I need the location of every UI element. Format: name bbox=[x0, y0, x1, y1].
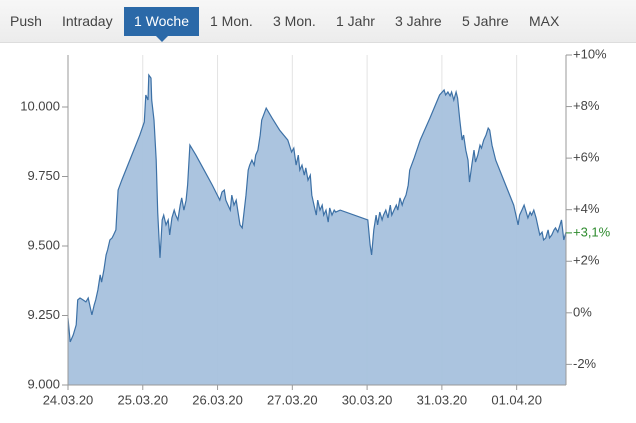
x-tick-label: 01.04.20 bbox=[491, 392, 542, 407]
y-tick-label: 9.250 bbox=[27, 307, 60, 322]
current-change-label: +3,1% bbox=[573, 224, 611, 239]
y-tick-label: 9.750 bbox=[27, 168, 60, 183]
x-tick-label: 31.03.20 bbox=[417, 392, 468, 407]
x-tick-label: 27.03.20 bbox=[267, 392, 318, 407]
range-tab[interactable]: Push bbox=[10, 13, 42, 29]
y2-tick-label: -2% bbox=[573, 356, 597, 371]
active-caret bbox=[155, 36, 168, 42]
y2-tick-label: +10% bbox=[573, 46, 607, 61]
range-tab[interactable]: MAX bbox=[529, 13, 560, 29]
range-tab[interactable]: 1 Jahr bbox=[336, 13, 375, 29]
price-line bbox=[67, 73, 567, 343]
range-tab[interactable]: 3 Mon. bbox=[273, 13, 316, 29]
y2-tick-label: 0% bbox=[573, 304, 592, 319]
range-tab[interactable]: 1 Woche bbox=[124, 7, 199, 36]
area-fill bbox=[68, 75, 566, 385]
range-tab[interactable]: Intraday bbox=[62, 13, 113, 29]
y2-tick-label: +2% bbox=[573, 253, 600, 268]
x-tick-label: 25.03.20 bbox=[117, 392, 168, 407]
x-tick-label: 26.03.20 bbox=[192, 392, 243, 407]
y-tick-label: 9.500 bbox=[27, 237, 60, 252]
x-tick-label: 24.03.20 bbox=[43, 392, 94, 407]
y2-tick-label: +8% bbox=[573, 98, 600, 113]
y2-tick-label: +6% bbox=[573, 150, 600, 165]
x-tick-label: 30.03.20 bbox=[342, 392, 393, 407]
y-tick-label: 10.000 bbox=[20, 98, 60, 113]
y2-tick-label: +4% bbox=[573, 201, 600, 216]
y-tick-label: 9.000 bbox=[27, 376, 60, 391]
tab-bar: Push Intraday 1 Woche 1 Mon. 3 Mon. 1 Jahr 3 J… bbox=[0, 0, 636, 43]
range-tab[interactable]: 1 Mon. bbox=[210, 13, 253, 29]
range-tab[interactable]: 3 Jahre bbox=[395, 13, 442, 29]
range-tab[interactable]: 5 Jahre bbox=[462, 13, 509, 29]
